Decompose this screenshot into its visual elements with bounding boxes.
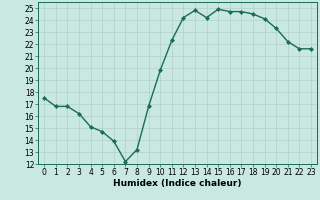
- X-axis label: Humidex (Indice chaleur): Humidex (Indice chaleur): [113, 179, 242, 188]
